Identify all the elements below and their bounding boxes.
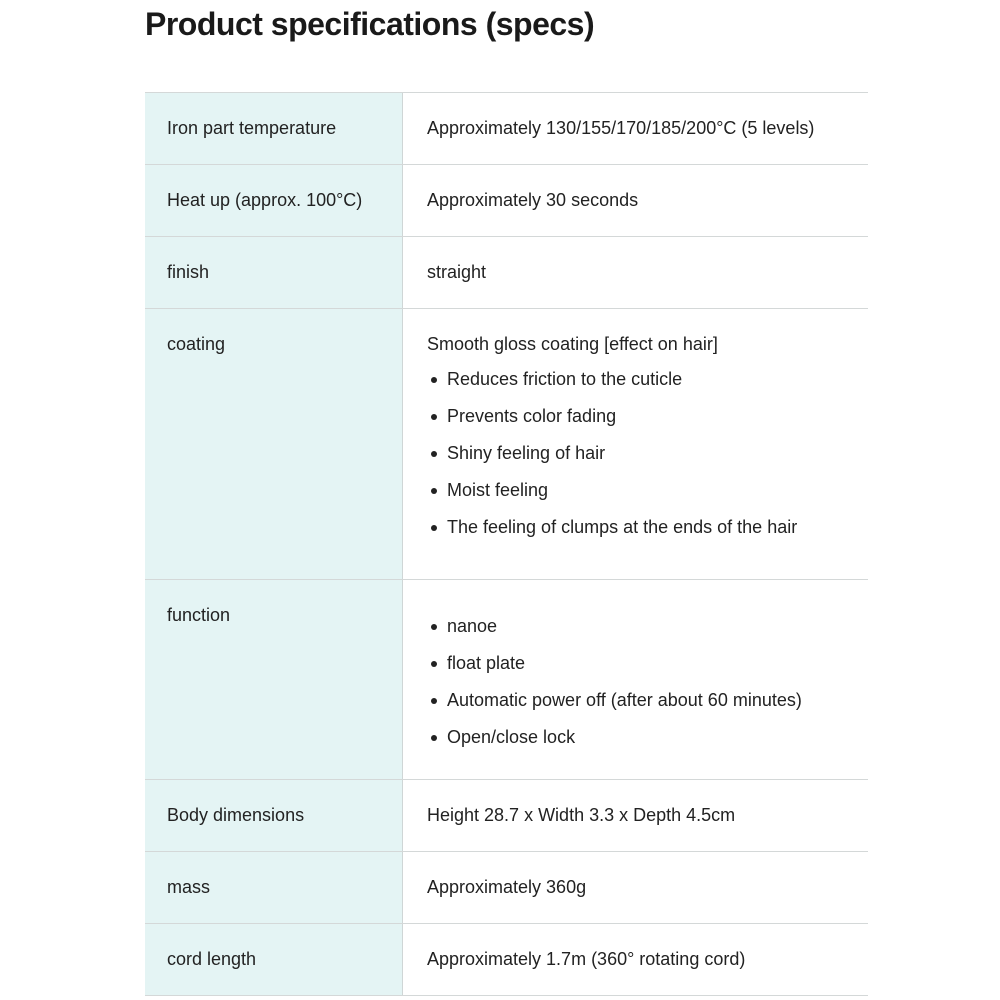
- spec-label: Heat up (approx. 100°C): [145, 165, 403, 236]
- spec-value: Approximately 130/155/170/185/200°C (5 l…: [427, 118, 815, 138]
- spec-label: Body dimensions: [145, 780, 403, 851]
- bullet-icon: [431, 487, 437, 494]
- bullet-item: Shiny feeling of hair: [427, 435, 868, 472]
- spec-value-text: Smooth gloss coating [effect on hair]: [427, 334, 718, 354]
- spec-row-finish: finish straight: [145, 237, 868, 309]
- spec-label: coating: [145, 309, 403, 579]
- spec-label: function: [145, 580, 403, 779]
- spec-label: Iron part temperature: [145, 93, 403, 164]
- spec-value: straight: [427, 262, 487, 282]
- spec-row-temperature: Iron part temperature Approximately 130/…: [145, 93, 868, 165]
- bullet-text: Moist feeling: [447, 480, 549, 500]
- bullet-item: nanoe: [427, 608, 868, 645]
- specs-table: Iron part temperature Approximately 130/…: [145, 92, 868, 996]
- bullet-text: Shiny feeling of hair: [447, 443, 606, 463]
- spec-row-dimensions: Body dimensions Height 28.7 x Width 3.3 …: [145, 780, 868, 852]
- spec-value: Approximately 1.7m (360° rotating cord): [427, 949, 746, 969]
- bullet-item: Open/close lock: [427, 719, 868, 756]
- bullet-icon: [431, 623, 437, 630]
- bullet-item: Prevents color fading: [427, 398, 868, 435]
- bullet-text: The feeling of clumps at the ends of the…: [447, 517, 798, 537]
- page-title: Product specifications (specs): [145, 6, 595, 42]
- bullet-text: nanoe: [447, 616, 498, 636]
- bullet-text: Reduces friction to the cuticle: [447, 369, 683, 389]
- spec-value: Smooth gloss coating [effect on hair] Re…: [403, 309, 868, 579]
- bullet-text: Automatic power off (after about 60 minu…: [447, 690, 802, 710]
- spec-value: Approximately 360g: [427, 877, 587, 897]
- bullet-item: The feeling of clumps at the ends of the…: [427, 509, 868, 546]
- bullet-item: float plate: [427, 645, 868, 682]
- spec-value: Approximately 30 seconds: [427, 190, 639, 210]
- spec-label: cord length: [145, 924, 403, 995]
- spec-row-cord-length: cord length Approximately 1.7m (360° rot…: [145, 924, 868, 996]
- bullet-icon: [431, 524, 437, 531]
- bullet-icon: [431, 697, 437, 704]
- spec-row-function: function nanoe float plate Automatic pow…: [145, 580, 868, 780]
- spec-label: mass: [145, 852, 403, 923]
- bullet-icon: [431, 734, 437, 741]
- spec-row-mass: mass Approximately 360g: [145, 852, 868, 924]
- spec-label: finish: [145, 237, 403, 308]
- bullet-text: Open/close lock: [447, 727, 576, 747]
- bullet-text: float plate: [447, 653, 526, 673]
- bullet-icon: [431, 450, 437, 457]
- bullet-text: Prevents color fading: [447, 406, 617, 426]
- bullet-icon: [431, 413, 437, 420]
- bullet-icon: [431, 660, 437, 667]
- bullet-item: Moist feeling: [427, 472, 868, 509]
- bullet-item: Automatic power off (after about 60 minu…: [427, 682, 868, 719]
- spec-value: nanoe float plate Automatic power off (a…: [403, 580, 868, 779]
- bullet-item: Reduces friction to the cuticle: [427, 361, 868, 398]
- spec-row-heat-up: Heat up (approx. 100°C) Approximately 30…: [145, 165, 868, 237]
- spec-value: Height 28.7 x Width 3.3 x Depth 4.5cm: [427, 805, 736, 825]
- spec-row-coating: coating Smooth gloss coating [effect on …: [145, 309, 868, 580]
- bullet-icon: [431, 376, 437, 383]
